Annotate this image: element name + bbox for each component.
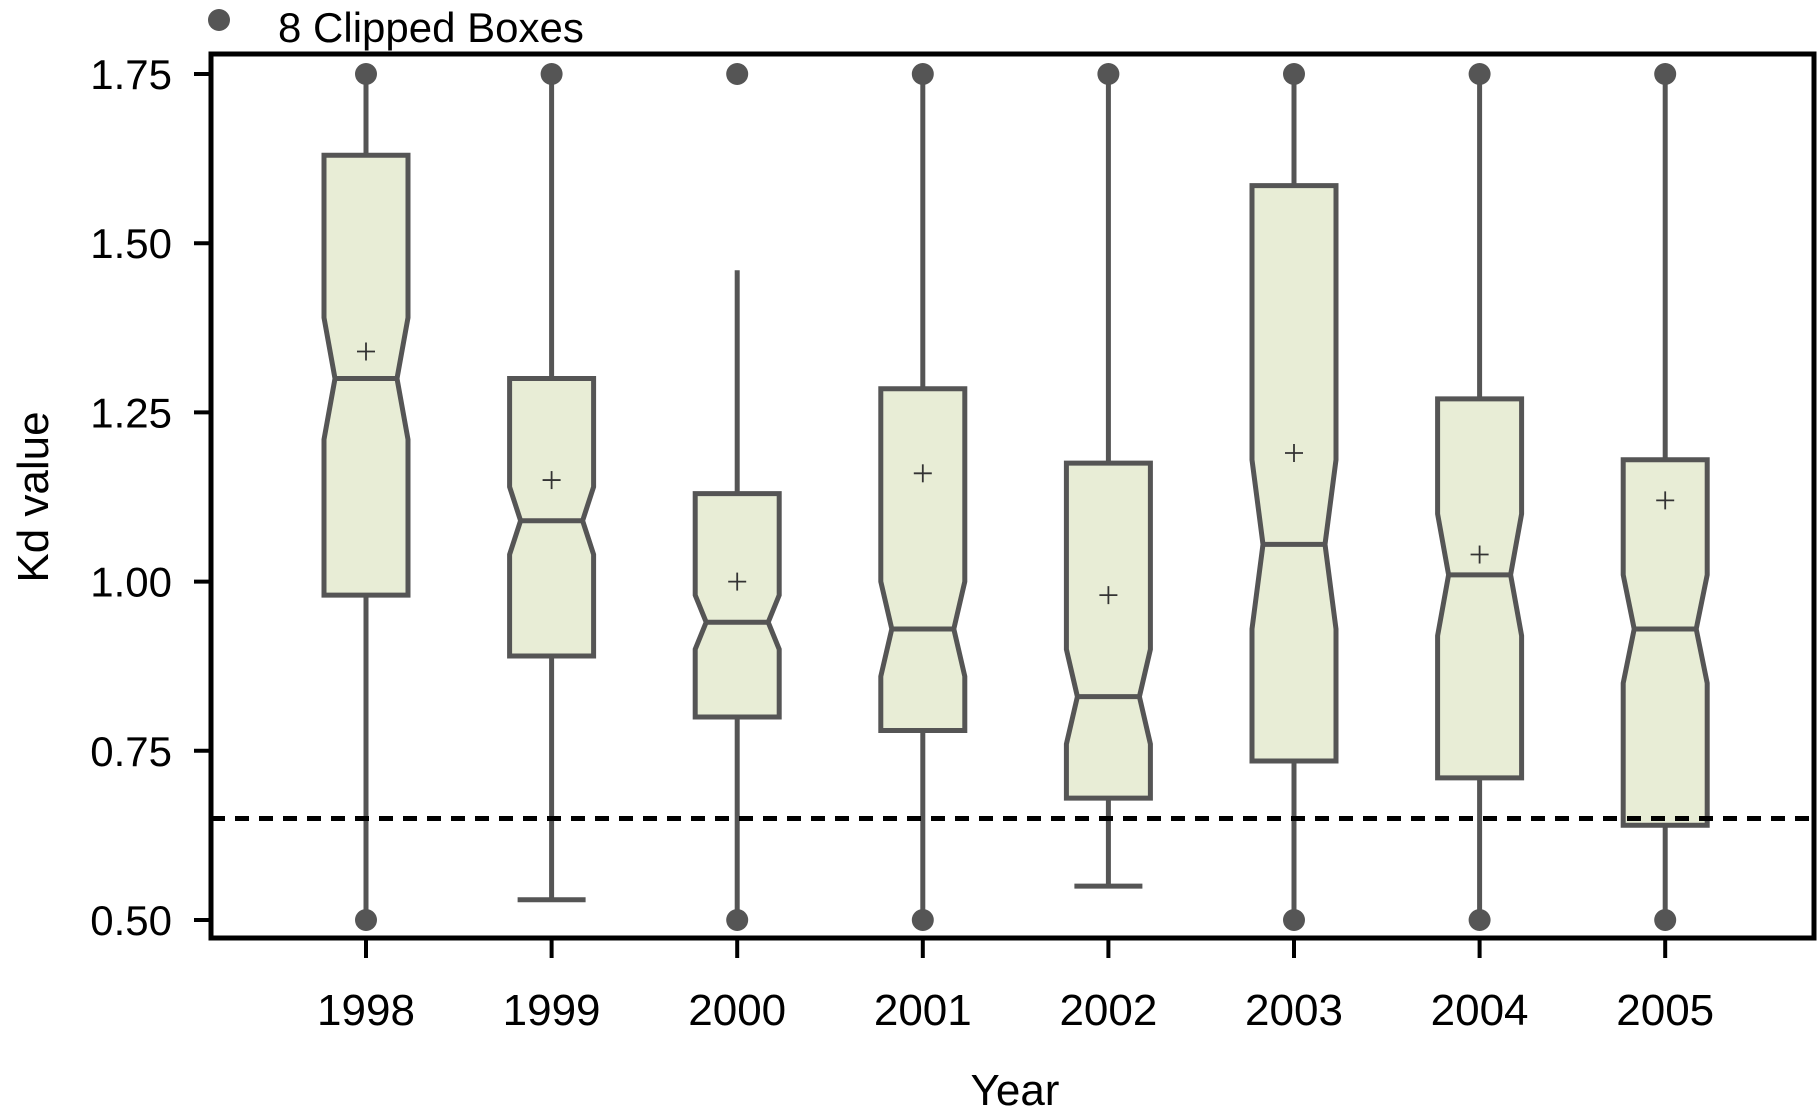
clipped-marker-high bbox=[1468, 63, 1491, 85]
box-1998 bbox=[321, 63, 411, 931]
clipped-marker-high bbox=[726, 63, 749, 85]
clipped-marker-low bbox=[1468, 909, 1491, 931]
box-2005 bbox=[1620, 63, 1710, 931]
box-2003 bbox=[1249, 63, 1339, 931]
x-tick-label: 2005 bbox=[1616, 986, 1714, 1035]
box-body bbox=[1063, 460, 1153, 801]
y-tick-label: 1.25 bbox=[90, 389, 172, 436]
y-tick-label: 1.00 bbox=[90, 559, 172, 606]
clipped-marker-low bbox=[911, 909, 934, 931]
y-axis-title: Kd value bbox=[9, 411, 58, 582]
boxes bbox=[321, 63, 1710, 931]
clipped-marker-low bbox=[1283, 909, 1305, 931]
x-axis: 1998 1999 2000 2001 2002 2003 2004 2005 bbox=[317, 938, 1714, 1035]
clipped-marker-high bbox=[911, 63, 934, 85]
plot-frame bbox=[208, 51, 1817, 941]
x-tick-label: 2002 bbox=[1059, 986, 1157, 1035]
x-axis-title: Year bbox=[971, 1066, 1060, 1112]
box-body bbox=[321, 152, 411, 598]
box-body bbox=[878, 386, 968, 733]
legend-clipped-marker bbox=[208, 9, 230, 31]
box-2001 bbox=[878, 63, 968, 931]
clipped-marker-high bbox=[1283, 63, 1305, 85]
x-tick-label: 2004 bbox=[1431, 986, 1529, 1035]
clipped-marker-high bbox=[1097, 63, 1120, 85]
box-2002 bbox=[1063, 63, 1153, 889]
y-tick-label: 1.50 bbox=[90, 220, 172, 267]
x-tick-label: 1999 bbox=[503, 986, 601, 1035]
box-body bbox=[507, 376, 597, 659]
y-axis: 0.50 0.75 1.00 1.25 1.50 1.75 bbox=[90, 51, 211, 944]
box-body bbox=[1620, 457, 1710, 828]
clipped-marker-high bbox=[540, 63, 563, 85]
legend: 8 Clipped Boxes bbox=[208, 4, 584, 51]
box-2004 bbox=[1435, 63, 1525, 931]
x-tick-label: 2003 bbox=[1245, 986, 1343, 1035]
box-body bbox=[692, 491, 782, 720]
box-1999 bbox=[507, 63, 597, 903]
y-tick-label: 1.75 bbox=[90, 51, 172, 98]
x-tick-label: 2000 bbox=[688, 986, 786, 1035]
x-tick-label: 1998 bbox=[317, 986, 415, 1035]
clipped-marker-low bbox=[355, 909, 377, 931]
legend-label: 8 Clipped Boxes bbox=[278, 4, 584, 51]
y-tick-label: 0.75 bbox=[90, 728, 172, 775]
x-tick-label: 2001 bbox=[874, 986, 972, 1035]
box-2000 bbox=[692, 63, 782, 931]
clipped-marker-high bbox=[1654, 63, 1677, 85]
clipped-marker-high bbox=[355, 63, 377, 85]
y-tick-label: 0.50 bbox=[90, 897, 172, 944]
box-body bbox=[1249, 183, 1339, 764]
box-body bbox=[1435, 396, 1525, 781]
clipped-marker-low bbox=[726, 909, 749, 931]
clipped-marker-low bbox=[1654, 909, 1677, 931]
